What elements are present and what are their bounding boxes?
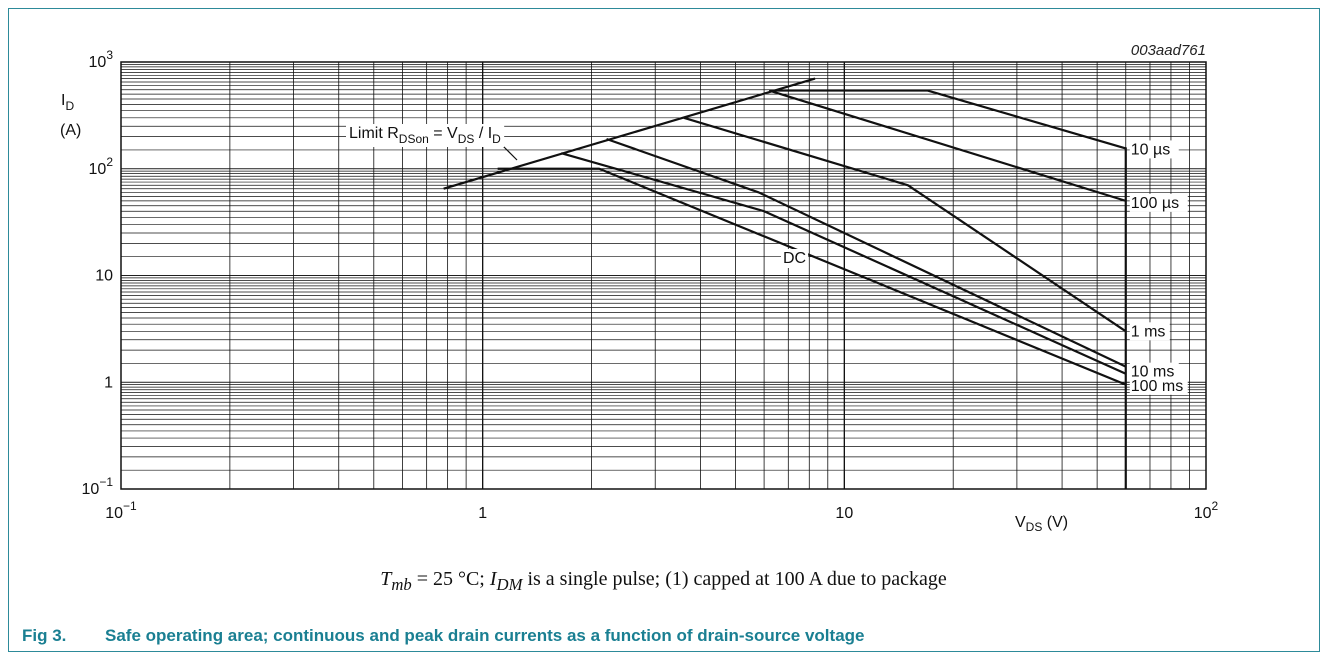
caption-number: Fig 3. [22, 626, 67, 645]
y-tick-label: 10−1 [82, 475, 114, 498]
y-tick-label: 103 [89, 48, 114, 71]
y-axis-label: ID [61, 92, 74, 113]
x-tick-label: 102 [1194, 499, 1219, 522]
x-tick-label: 1 [478, 505, 487, 522]
series-label-background [1129, 376, 1188, 395]
grid [121, 62, 1206, 489]
series-curve [606, 137, 1127, 368]
series-label: 1 ms [1131, 323, 1166, 340]
y-tick-label: 10 [95, 268, 113, 285]
series-label: 10 ms [1131, 364, 1175, 381]
series-label-background [1129, 193, 1188, 212]
y-axis-unit: (A) [60, 122, 81, 139]
dc-label-background [781, 249, 809, 268]
soa-chart: 10−1 1 10 102 10−1 1 10 102 103 10 µs 100 µs 1 ms 10… [60, 42, 1219, 534]
x-axis-label-sub: DS [1026, 520, 1043, 534]
limit-label-sub1: DSon [399, 132, 429, 146]
x-axis-label-main: V [1015, 514, 1026, 531]
note-sub-dm: DM [496, 575, 523, 594]
y-axis-label-sub: D [65, 99, 74, 113]
plot-border [120, 61, 1207, 490]
series-curve [683, 116, 1127, 333]
figure-caption: Fig 3. Safe operating area; continuous an… [22, 626, 865, 646]
note-sub-mb: mb [391, 575, 412, 594]
note-symbol-t: T [380, 568, 392, 590]
limit-rdson-line [443, 77, 816, 190]
x-tick-label: 10 [835, 505, 853, 522]
series-label: 10 µs [1131, 141, 1170, 158]
limit-label-sub3: D [492, 132, 501, 146]
note-symbol-i: I [489, 568, 497, 590]
chart-marks: 10−1 1 10 102 10−1 1 10 102 103 10 µs 100 µs 1 ms 10… [82, 48, 1219, 522]
series-label: 100 ms [1131, 378, 1183, 395]
series-curve [768, 89, 1127, 202]
x-axis-label: VDS (V) [1015, 514, 1068, 534]
x-tick-label: 10−1 [105, 499, 137, 522]
limit-label-part2: = V [429, 125, 458, 142]
limit-label-background [346, 124, 505, 147]
series-label-background [1129, 322, 1170, 341]
limit-label-sub2: DS [458, 132, 475, 146]
series-label: 100 µs [1131, 195, 1179, 212]
limit-label-part1: Limit R [349, 125, 399, 142]
y-tick-label: 102 [89, 155, 114, 178]
dc-label: DC [783, 250, 806, 267]
series-label-background [1129, 362, 1179, 381]
caption-title: Safe operating area; continuous and peak… [105, 626, 865, 645]
figure-frame [8, 8, 1320, 652]
note-text-2: is a single pulse; (1) capped at 100 A d… [522, 568, 947, 590]
figure-id: 003aad761 [1131, 42, 1206, 59]
conditions-note: Tmb = 25 °C; IDM is a single pulse; (1) … [0, 568, 1327, 595]
series-label-background [1129, 140, 1179, 159]
series-curve [561, 152, 1127, 375]
y-tick-label: 1 [104, 374, 113, 391]
limit-label-leader [502, 145, 518, 161]
limit-label-part3: / I [474, 125, 492, 142]
note-text-1: = 25 °C; [411, 568, 490, 590]
series-curve [769, 89, 1127, 150]
y-axis-label-main: I [61, 92, 65, 109]
series-curve [497, 167, 1127, 386]
x-axis-label-unit: (V) [1042, 514, 1068, 531]
limit-rdson-label: Limit RDSon = VDS / ID [349, 125, 501, 146]
